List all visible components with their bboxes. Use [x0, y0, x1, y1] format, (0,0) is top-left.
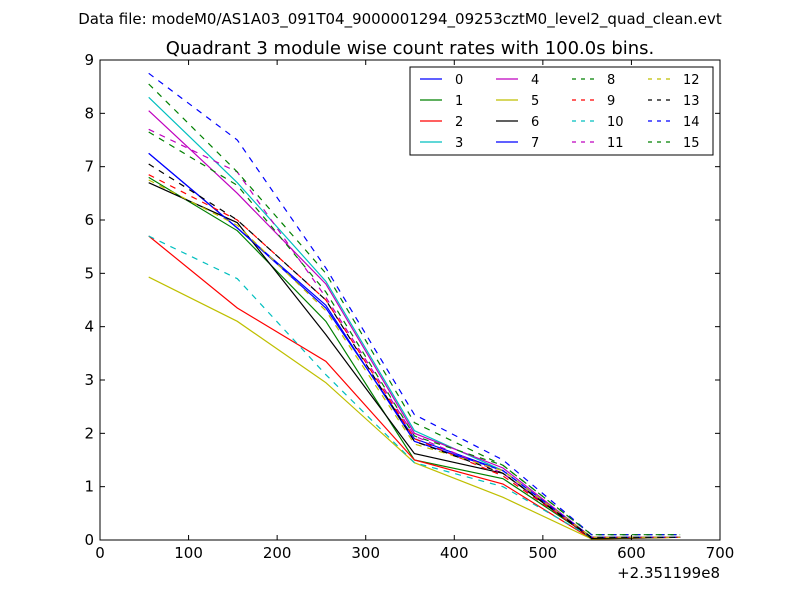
legend-label-15: 15 — [683, 136, 700, 151]
y-tick-label: 7 — [84, 158, 94, 176]
series-line-1 — [148, 176, 681, 538]
y-tick-label: 3 — [84, 371, 94, 389]
y-tick-label: 5 — [84, 264, 94, 282]
legend-label-14: 14 — [683, 115, 700, 130]
y-tick-label: 1 — [84, 478, 94, 496]
legend-box — [409, 66, 714, 156]
series-line-10 — [148, 235, 681, 538]
series-line-7 — [148, 152, 681, 538]
x-tick-label: 500 — [529, 544, 558, 562]
y-tick-label: 0 — [84, 531, 94, 549]
legend-label-12: 12 — [683, 73, 700, 88]
x-tick-label: 400 — [440, 544, 469, 562]
legend-label-7: 7 — [531, 136, 539, 151]
y-tick-label: 6 — [84, 211, 94, 229]
chart-title: Quadrant 3 module wise count rates with … — [166, 38, 655, 59]
series-line-2 — [148, 235, 681, 540]
plot-lines — [148, 72, 681, 540]
series-line-11 — [148, 128, 681, 538]
legend-label-10: 10 — [607, 115, 624, 130]
series-line-12 — [148, 179, 681, 538]
series-line-6 — [148, 182, 681, 540]
legend-label-0: 0 — [455, 73, 463, 88]
legend-label-11: 11 — [607, 136, 624, 151]
x-tick-label: 600 — [617, 544, 646, 562]
y-tick-label: 9 — [84, 51, 94, 69]
series-line-15 — [148, 83, 681, 536]
legend-label-1: 1 — [455, 94, 463, 109]
series-line-9 — [148, 174, 681, 538]
series-line-8 — [148, 131, 681, 536]
plot-area — [99, 59, 721, 541]
series-line-0 — [148, 152, 681, 538]
legend-label-3: 3 — [455, 136, 463, 151]
x-tick-label: 300 — [351, 544, 380, 562]
legend-label-9: 9 — [607, 94, 615, 109]
x-axis-offset-label: +2.351199e8 — [617, 564, 720, 582]
legend-label-13: 13 — [683, 94, 700, 109]
legend-label-6: 6 — [531, 115, 539, 130]
series-line-5 — [148, 276, 681, 540]
x-tick-label: 700 — [706, 544, 735, 562]
y-tick-label: 4 — [84, 318, 94, 336]
series-line-14 — [148, 72, 681, 536]
x-tick-label: 0 — [95, 544, 105, 562]
legend-label-5: 5 — [531, 94, 539, 109]
legend-label-2: 2 — [455, 115, 463, 130]
legend-label-4: 4 — [531, 73, 539, 88]
figure-suptitle: Data file: modeM0/AS1A03_091T04_90000012… — [78, 10, 722, 29]
y-tick-label: 8 — [84, 104, 94, 122]
x-tick-label: 100 — [174, 544, 203, 562]
x-tick-label: 200 — [263, 544, 292, 562]
y-tick-label: 2 — [84, 424, 94, 442]
legend-label-8: 8 — [607, 73, 615, 88]
